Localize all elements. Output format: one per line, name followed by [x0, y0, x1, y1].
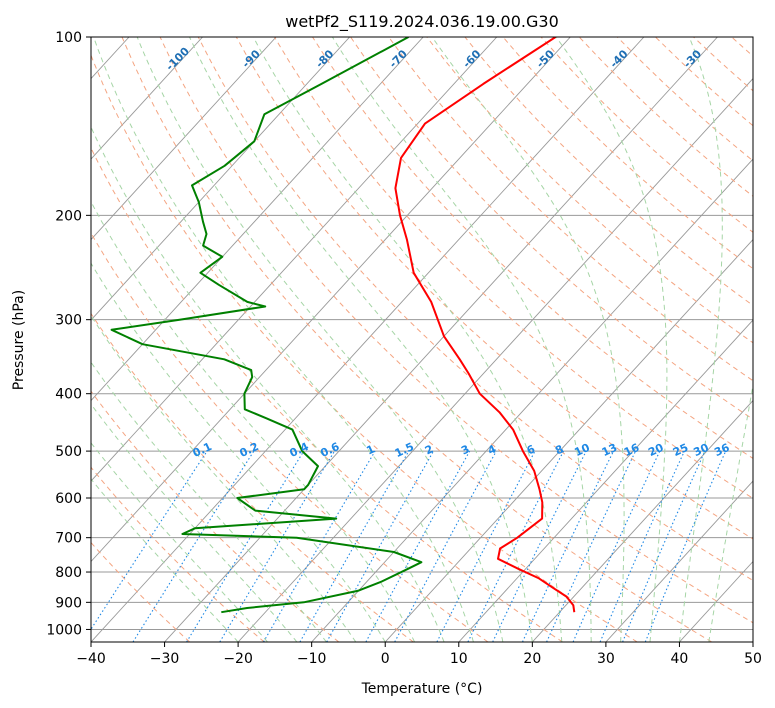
plot-frame — [90, 36, 754, 643]
x-tick-label: 10 — [450, 651, 468, 667]
mixing-ratio-label: 13 — [600, 441, 619, 459]
grid-layer — [91, 37, 753, 642]
mixing-ratio-line — [599, 450, 685, 642]
x-tick-label: 30 — [597, 651, 615, 667]
dry-adiabat — [273, 37, 753, 499]
moist-adiabat — [136, 37, 504, 642]
temperature-profile — [394, 37, 576, 613]
y-tick-label: 1000 — [46, 622, 82, 638]
y-tick-label: 500 — [55, 444, 82, 460]
y-tick-label: 200 — [55, 208, 82, 224]
x-tick-label: −30 — [150, 651, 180, 667]
mixing-ratio-line — [326, 450, 434, 642]
dry-adiabat — [121, 37, 713, 642]
mixing-ratio-line — [186, 450, 305, 642]
isotherm-gridline — [532, 399, 753, 642]
dry-adiabat — [350, 37, 753, 420]
mixing-ratio-label: 30 — [691, 441, 711, 459]
y-tick-label: 700 — [55, 531, 82, 547]
dry-adiabat — [159, 37, 753, 624]
x-tick-label: −20 — [223, 651, 253, 667]
isotherm-gridline — [164, 37, 718, 642]
dry-adiabat — [426, 37, 753, 344]
mixing-ratio-label: 36 — [712, 441, 732, 459]
moist-adiabat — [331, 37, 592, 642]
mixing-ratio-label: 10 — [572, 441, 592, 459]
dry-adiabat — [91, 466, 265, 642]
dry-adiabat — [311, 37, 753, 460]
y-tick-label: 300 — [55, 313, 82, 329]
isotherm-gridline — [91, 37, 498, 482]
y-tick-label: 400 — [55, 387, 82, 403]
x-tick-label: 0 — [381, 651, 390, 667]
isotherm-gridline — [237, 77, 753, 642]
isotherm-gridline — [311, 158, 753, 642]
dry-adiabat — [91, 146, 563, 642]
series-layer — [110, 37, 576, 614]
mixing-ratio-line — [91, 450, 208, 631]
mixing-ratio-line — [572, 450, 661, 642]
x-tick-label: 50 — [744, 651, 762, 667]
x-axis: −40 −30 −20 −10 0 10 20 30 40 50 — [76, 642, 762, 667]
moist-adiabat — [91, 125, 445, 642]
mixing-ratio-line — [132, 450, 255, 642]
isotherm-gridline — [605, 480, 753, 642]
isotherm-gridline — [91, 37, 571, 563]
isotherm-gridline — [91, 37, 203, 160]
isotherm-gridline — [91, 37, 351, 321]
mixing-ratio-line — [622, 450, 706, 642]
y-tick-label: 600 — [55, 491, 82, 507]
moist-adiabat — [555, 37, 668, 642]
mixing-ratio-line — [492, 450, 587, 642]
chart-title: wetPf2_S119.2024.036.19.00.G30 — [285, 12, 559, 32]
dry-adiabat — [235, 37, 753, 540]
isotherm-gridline — [91, 37, 424, 402]
moist-adiabat — [93, 37, 474, 642]
y-tick-label: 100 — [55, 30, 82, 46]
x-tick-label: 40 — [671, 651, 689, 667]
mixing-ratio-line — [394, 450, 497, 642]
x-tick-label: −40 — [76, 651, 106, 667]
isotherm-gridline — [384, 238, 753, 642]
x-tick-label: 20 — [523, 651, 541, 667]
moist-adiabat — [678, 37, 723, 642]
x-axis-label: Temperature (°C) — [361, 681, 483, 697]
moist-adiabat — [91, 262, 386, 642]
dry-adiabat — [91, 232, 489, 642]
mixing-ratio-line — [219, 450, 336, 642]
moist-adiabat — [91, 478, 239, 642]
moist-adiabat — [91, 403, 298, 642]
mixing-ratio-line — [365, 450, 471, 642]
dry-adiabat — [91, 390, 340, 642]
isotherm-gridline — [91, 37, 277, 241]
mixing-ratio-label: 16 — [622, 441, 642, 459]
y-axis-label: Pressure (hPa) — [11, 290, 27, 390]
moist-adiabat — [91, 314, 357, 642]
moist-adiabat — [708, 382, 753, 642]
y-axis: 100 200 300 400 500 600 700 800 900 1000 — [46, 30, 91, 638]
mixing-ratio-label: 25 — [671, 441, 690, 459]
dry-adiabat — [197, 37, 753, 582]
isotherm-gridline — [91, 37, 645, 642]
y-tick-label: 900 — [55, 595, 82, 611]
isotherm-gridline — [458, 319, 753, 642]
mixing-ratio-line — [644, 450, 727, 642]
moist-adiabat — [431, 37, 625, 642]
dewpoint-profile — [110, 37, 423, 614]
moist-adiabat — [91, 442, 268, 642]
mixing-ratio-label: 20 — [646, 441, 666, 459]
y-tick-label: 800 — [55, 565, 82, 581]
x-tick-label: −10 — [297, 651, 327, 667]
